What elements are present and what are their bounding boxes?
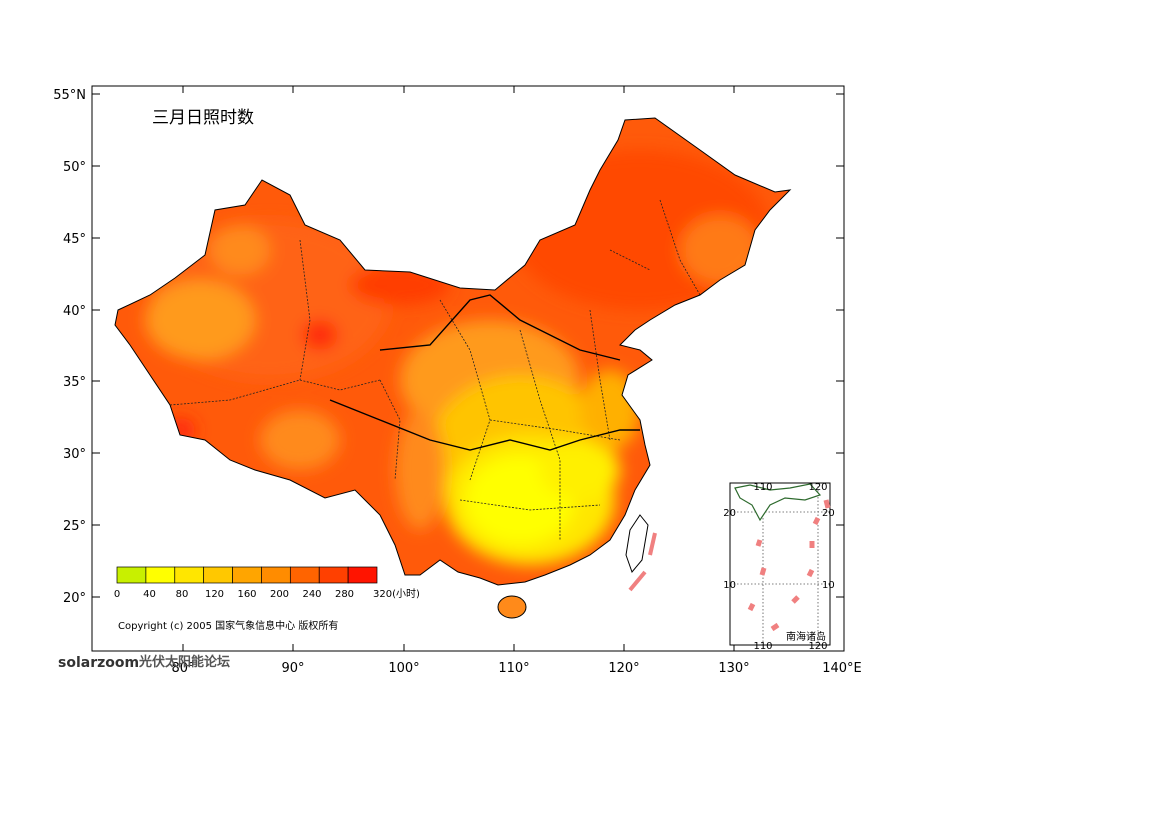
lat-tick-label: 40°	[63, 304, 86, 319]
lat-tick-label: 35°	[63, 375, 86, 390]
legend-swatch	[289, 566, 320, 584]
lon-tick-label: 80°	[171, 661, 194, 676]
lon-tick-label: 140°E	[822, 661, 862, 676]
legend-label: 240	[302, 589, 321, 600]
legend-label: 0	[114, 589, 120, 600]
lon-tick-label: 130°	[718, 661, 749, 676]
map-frame	[91, 85, 845, 652]
legend-swatch	[261, 566, 291, 584]
lat-tick-label: 50°	[63, 160, 86, 175]
legend-label: 320(小时)	[373, 588, 420, 600]
inset-tick-label: 20	[822, 508, 835, 519]
island-markers	[628, 532, 657, 592]
legend-swatch	[145, 566, 176, 584]
legend-swatch	[318, 566, 349, 584]
inset-tick-label: 110	[753, 482, 772, 493]
legend-swatch	[232, 566, 262, 584]
lat-tick-label: 20°	[63, 591, 86, 606]
lat-tick-label: 30°	[63, 447, 86, 462]
inset-tick-label: 10	[822, 580, 835, 591]
lat-tick-label: 45°	[63, 232, 86, 247]
legend-swatch	[347, 566, 378, 584]
lon-tick-label: 120°	[608, 661, 639, 676]
lat-tick-label: 55°N	[53, 88, 86, 103]
inset-tick-label: 20	[723, 508, 736, 519]
legend-label: 80	[176, 589, 189, 600]
legend-swatch	[174, 566, 205, 584]
legend-swatch	[203, 566, 233, 584]
china-contour-fill	[114, 117, 792, 586]
lon-tick-label: 100°	[388, 661, 419, 676]
hainan-island	[497, 595, 527, 619]
lon-axis: 80° 90° 100° 110° 120° 130° 140°E	[171, 86, 862, 676]
legend-label: 120	[205, 589, 224, 600]
inset-tick-label: 110	[753, 641, 772, 652]
taiwan-island	[625, 514, 649, 573]
south-china-sea-inset: 110 120 110 120 20 10 20 10 南海诸岛	[723, 482, 834, 652]
legend-label: 280	[335, 589, 354, 600]
legend: 0 40 80 120 160 200 240 280 320(小时)	[114, 566, 420, 600]
copyright-text: Copyright (c) 2005 国家气象信息中心 版权所有	[118, 619, 338, 632]
lat-tick-label: 25°	[63, 519, 86, 534]
watermark-site: 光伏太阳能论坛	[138, 654, 230, 670]
inset-tick-label: 120	[808, 482, 827, 493]
inset-tick-label: 120	[808, 641, 827, 652]
watermark-brand: solarzoom	[58, 655, 139, 671]
map-title: 三月日照时数	[152, 108, 254, 128]
lon-tick-label: 90°	[281, 661, 304, 676]
lat-axis: 55°N 50° 45° 40° 35° 30° 25° 20°	[53, 88, 844, 606]
lon-tick-label: 110°	[498, 661, 529, 676]
legend-label: 160	[237, 589, 256, 600]
legend-swatch	[116, 566, 147, 584]
inset-tick-label: 10	[723, 580, 736, 591]
inset-label: 南海诸岛	[786, 630, 826, 643]
legend-label: 40	[143, 589, 156, 600]
legend-label: 200	[270, 589, 289, 600]
